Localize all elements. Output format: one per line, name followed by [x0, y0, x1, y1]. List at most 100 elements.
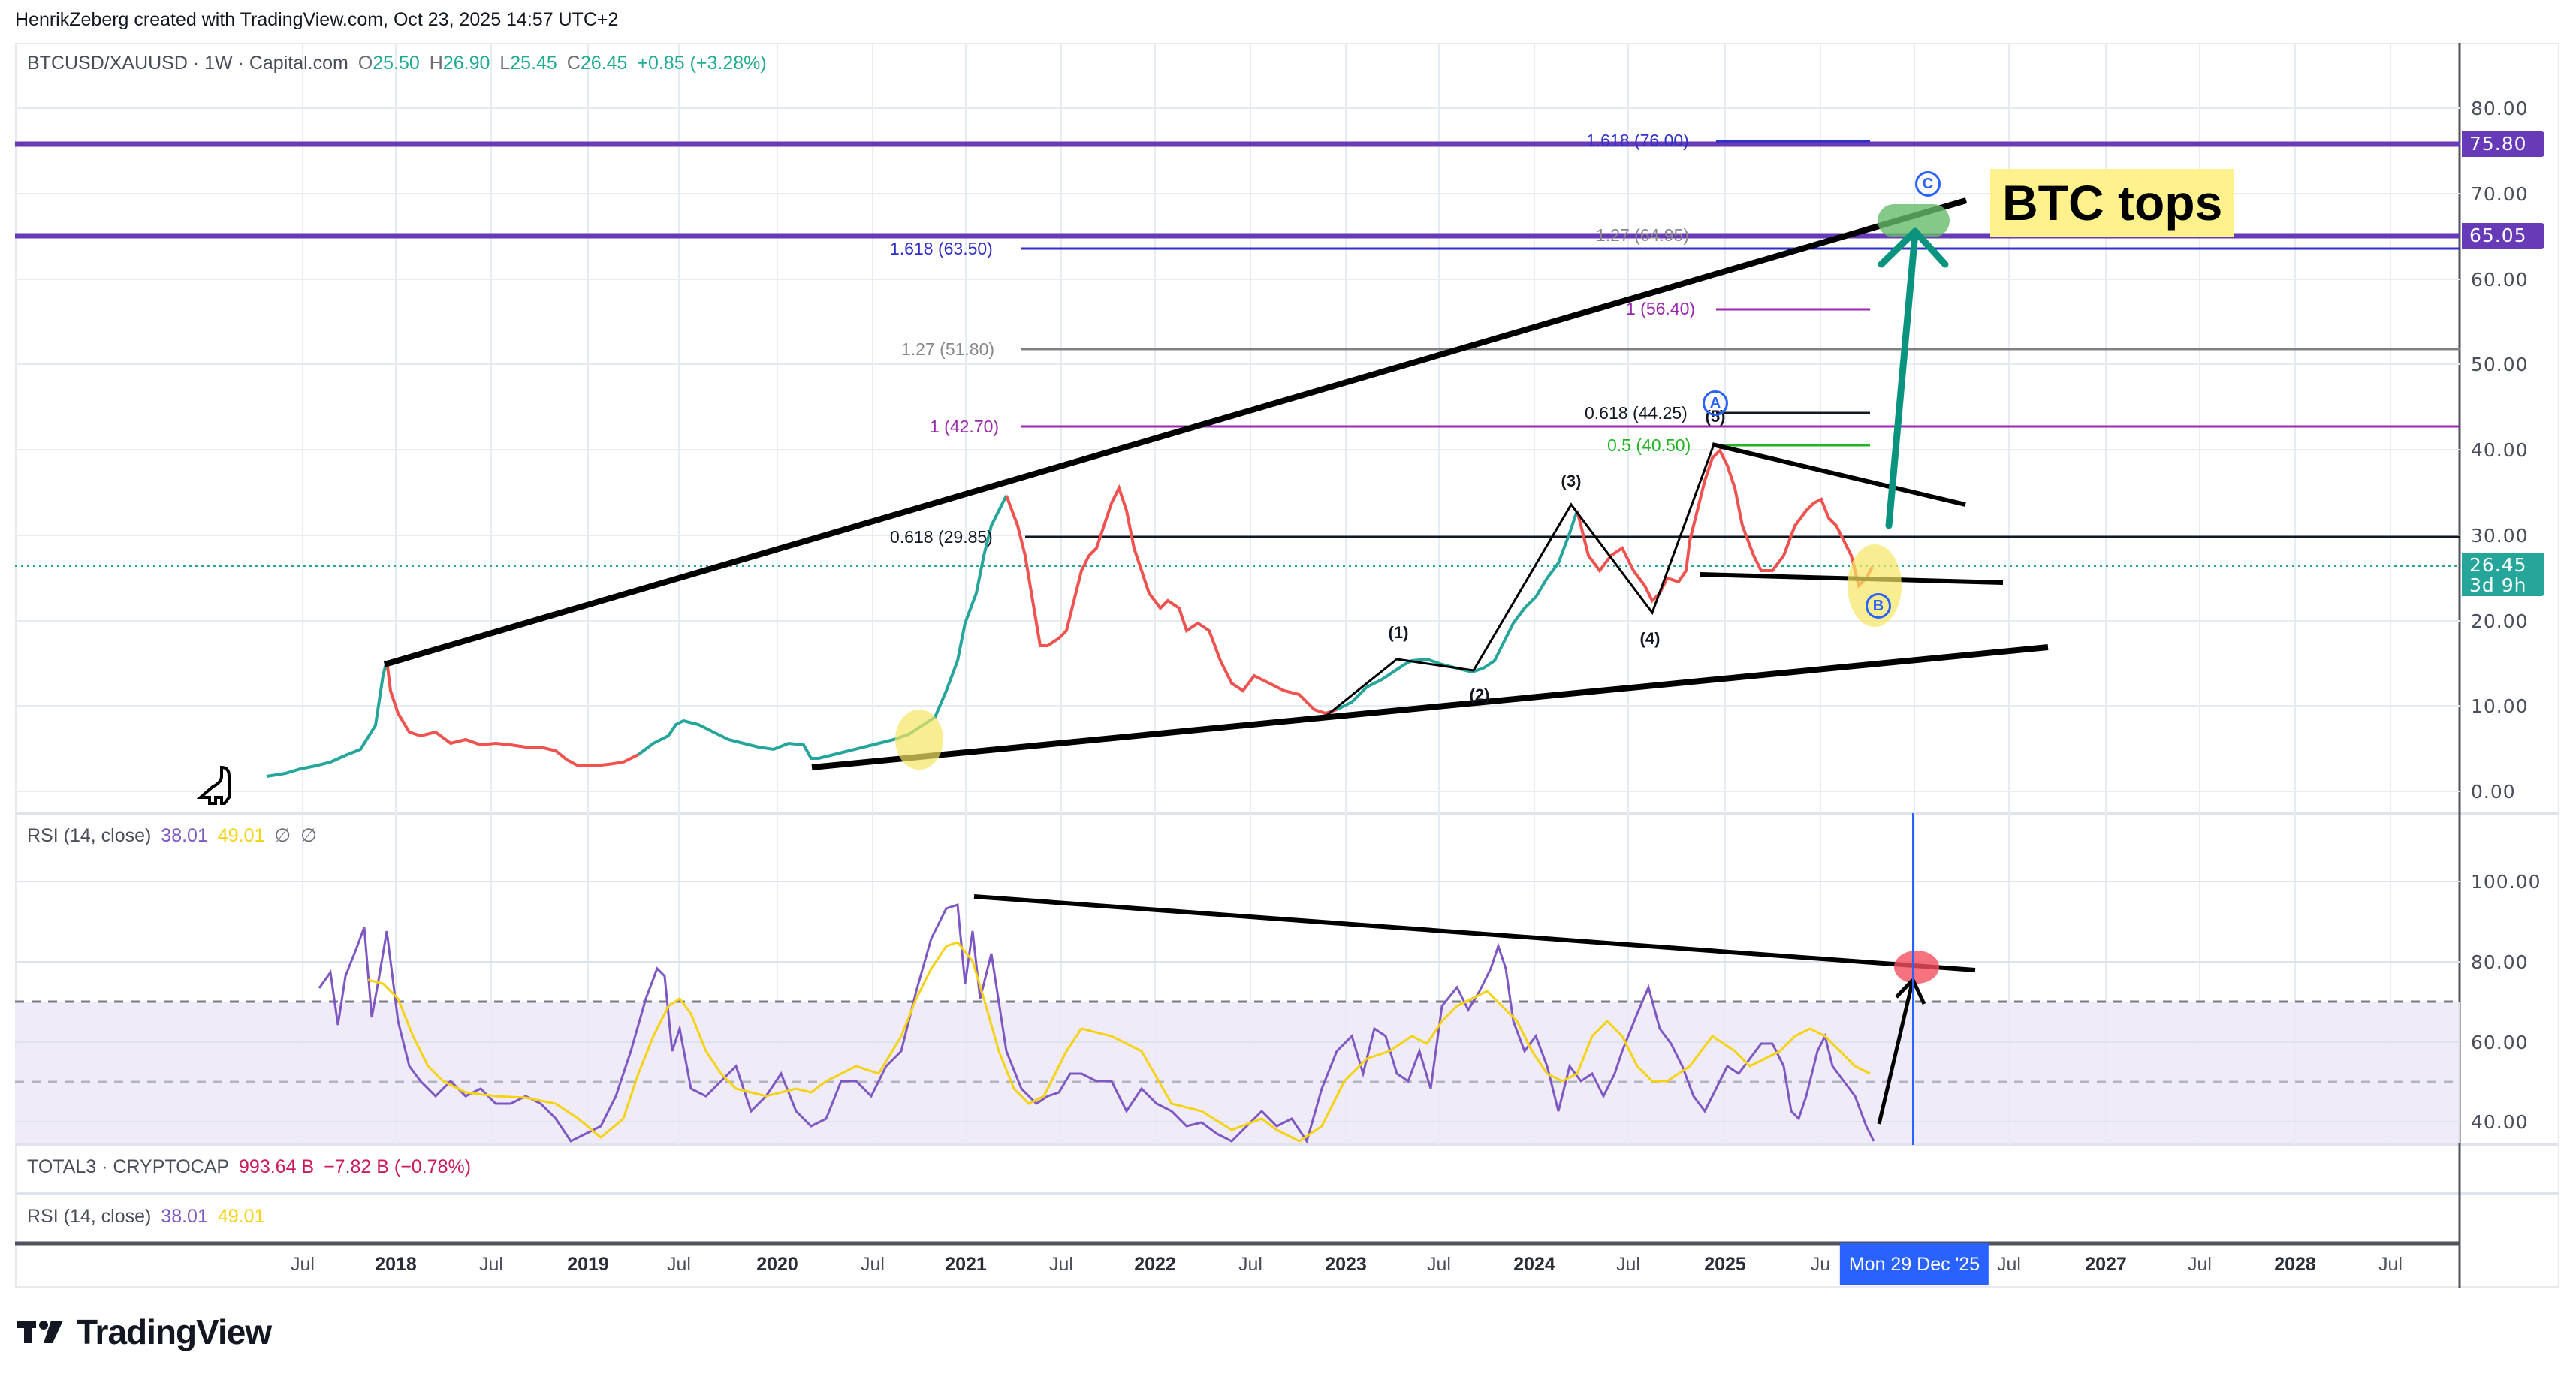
time-label: 2027	[2085, 1254, 2127, 1275]
pane-separators	[15, 812, 2559, 1195]
time-label: 2028	[2274, 1254, 2316, 1275]
channel-upper[interactable]	[383, 197, 1968, 667]
time-label: Jul	[1427, 1254, 1451, 1275]
high-label: H26.90	[429, 53, 490, 74]
black-up-arrow[interactable]	[1877, 978, 1926, 1125]
total3-value: 993.64 B	[239, 1156, 315, 1177]
rsi-legend[interactable]: RSI (14, close) 38.01 49.01 ∅ ∅	[27, 824, 321, 847]
price-tag-65-05: 65.05	[2462, 223, 2544, 249]
time-label: Jul	[2188, 1254, 2212, 1275]
fib-label[interactable]: 1 (42.70)	[930, 417, 1000, 436]
rsi-tick: 100.00	[2471, 871, 2541, 893]
time-label: Jul	[479, 1254, 503, 1275]
time-label: 2022	[1134, 1254, 1176, 1275]
price-tick: 80.00	[2471, 98, 2529, 119]
time-label: 2025	[1704, 1254, 1746, 1275]
time-label: Jul	[2378, 1254, 2403, 1275]
price-tick: 10.00	[2471, 695, 2529, 717]
symbol-name[interactable]: BTCUSD/XAUUSD · 1W · Capital.com	[27, 53, 348, 74]
rsi-grid	[15, 881, 2460, 1122]
open-label: O25.50	[357, 53, 420, 74]
tradingview-logo-text: TradingView	[77, 1312, 272, 1351]
crosshair-date-tag: Mon 29 Dec '25	[1839, 1243, 1989, 1285]
fib-label[interactable]: 0.5 (40.50)	[1607, 435, 1691, 455]
rsi2-ma-value: 49.01	[217, 1206, 265, 1227]
wave-circle-b: B	[1866, 593, 1891, 619]
wave-label-2: (2)	[1469, 685, 1490, 704]
yellow-highlight-2020	[895, 710, 943, 770]
time-label: 2018	[375, 1254, 417, 1275]
rsi2-title[interactable]: RSI (14, close)	[27, 1206, 152, 1227]
price-tick: 20.00	[2471, 610, 2529, 632]
rsi-trendline[interactable]	[973, 894, 1976, 972]
low-label: L25.45	[499, 53, 557, 74]
time-label: Jul	[1616, 1254, 1640, 1275]
wave-circle-c: C	[1915, 171, 1941, 197]
green-target-blob	[1878, 204, 1950, 237]
bar-countdown: 3d 9h	[2469, 574, 2527, 596]
current-price-value: 26.45	[2469, 554, 2527, 576]
fib-label[interactable]: 1 (56.40)	[1626, 299, 1696, 318]
wedge-upper[interactable]	[1712, 442, 1966, 507]
total3-legend[interactable]: TOTAL3 · CRYPTOCAP 993.64 B −7.82 B (−0.…	[27, 1156, 475, 1178]
teal-up-arrow[interactable]	[1878, 227, 1949, 529]
wave-circle-a: A	[1703, 390, 1728, 416]
wave-label-1: (1)	[1388, 623, 1409, 642]
time-label: Jul	[1238, 1254, 1262, 1275]
price-tick: 50.00	[2471, 354, 2529, 375]
time-label: 2021	[945, 1254, 987, 1275]
price-tick: 40.00	[2471, 439, 2529, 461]
wave-label-4: (4)	[1639, 629, 1661, 648]
rsi-ma-value: 49.01	[217, 825, 265, 846]
rsi-value: 38.01	[161, 825, 208, 846]
rsi-title[interactable]: RSI (14, close)	[27, 825, 152, 846]
symbol-legend[interactable]: BTCUSD/XAUUSD · 1W · Capital.com O25.50 …	[27, 53, 771, 74]
tradingview-logo-icon	[17, 1321, 63, 1343]
tradingview-logo[interactable]: TradingView	[17, 1312, 272, 1352]
wave-label-3: (3)	[1561, 472, 1582, 490]
price-tick: 70.00	[2471, 183, 2529, 205]
time-label: 2023	[1325, 1254, 1367, 1275]
dino-icon	[196, 765, 231, 805]
rsi-tick: 80.00	[2471, 951, 2529, 973]
channel-lower[interactable]	[811, 644, 2049, 770]
rsi-red-target	[1894, 951, 1939, 984]
rsi-band	[15, 1002, 2460, 1143]
change-value: +0.85 (+3.28%)	[637, 53, 767, 74]
btc-tops-annotation[interactable]: BTC tops	[1990, 169, 2235, 237]
rsi2-value: 38.01	[161, 1206, 208, 1227]
na-icon: ∅	[300, 825, 317, 846]
fib-label[interactable]: 0.618 (29.85)	[890, 527, 993, 547]
time-label: Jul	[667, 1254, 691, 1275]
elliott-wave-path[interactable]	[1321, 444, 1715, 721]
fib-label[interactable]: 1.618 (63.50)	[890, 239, 993, 258]
chart-frame	[15, 43, 2559, 1288]
time-label: 2024	[1513, 1254, 1555, 1275]
price-tick: 30.00	[2471, 525, 2529, 547]
time-label: Jul	[861, 1254, 885, 1275]
total3-title[interactable]: TOTAL3 · CRYPTOCAP	[27, 1156, 230, 1177]
na-icon: ∅	[274, 825, 291, 846]
fib-label[interactable]: 1.27 (51.80)	[901, 339, 995, 359]
time-label: Jul	[1049, 1254, 1073, 1275]
fib-label[interactable]: 0.618 (44.25)	[1585, 403, 1688, 423]
rsi-line	[318, 902, 1875, 1144]
rsi2-legend[interactable]: RSI (14, close) 38.01 49.01	[27, 1206, 269, 1228]
fib-label[interactable]: 1.27 (64.95)	[1596, 225, 1690, 245]
fib-lines[interactable]	[1021, 140, 2460, 538]
attribution-text: HenrikZeberg created with TradingView.co…	[15, 9, 619, 30]
rsi-tick: 60.00	[2471, 1032, 2529, 1053]
price-tick: 0.00	[2471, 781, 2516, 803]
price-tick: 60.00	[2471, 269, 2529, 291]
price-tag-75-80: 75.80	[2462, 131, 2544, 157]
fib-label[interactable]: 1.618 (76.00)	[1586, 131, 1689, 150]
current-price-tag: 26.45 3d 9h	[2462, 553, 2544, 596]
rsi-ma-line	[367, 941, 1871, 1143]
time-label: Ju	[1810, 1254, 1831, 1275]
time-label: 2019	[567, 1254, 609, 1275]
rsi-tick: 40.00	[2471, 1111, 2529, 1133]
price-grid	[15, 107, 2460, 792]
candles	[266, 447, 1874, 778]
time-label: Jul	[1997, 1254, 2021, 1275]
